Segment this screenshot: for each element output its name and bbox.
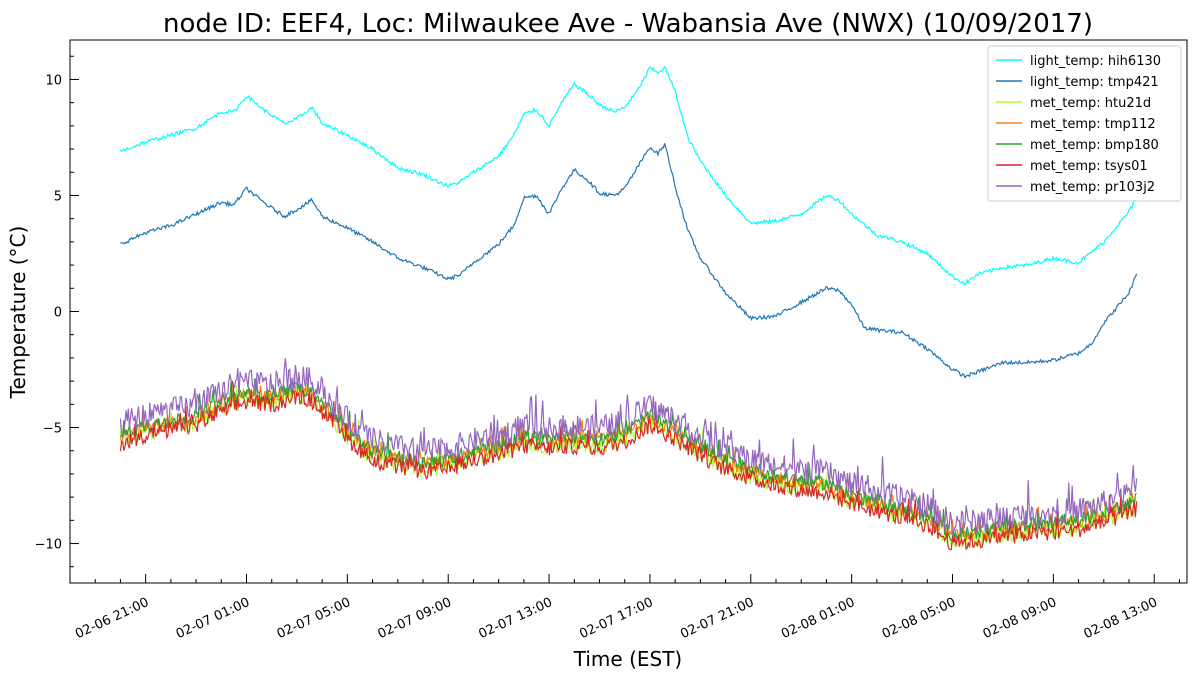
y-axis: −10 −5 0 5 10 <box>35 55 79 568</box>
legend-entry: met_temp: htu21d <box>1030 96 1151 111</box>
x-tick-label: 02-08 09:00 <box>981 595 1059 642</box>
x-tick-label: 02-07 13:00 <box>476 595 554 642</box>
plot-frame <box>69 39 1188 584</box>
x-tick-label: 02-07 01:00 <box>174 595 252 642</box>
y-tick-label: 0 <box>54 306 62 321</box>
x-axis: 02-06 21:00 02-07 01:00 02-07 05:00 02-07 0… <box>69 574 1180 642</box>
chart-title: node ID: EEF4, Loc: Milwaukee Ave - Waba… <box>163 9 1093 39</box>
series-line-1 <box>120 143 1138 379</box>
series-line-4 <box>120 378 1137 542</box>
series-line-6 <box>119 358 1138 537</box>
legend-entry: met_temp: tmp112 <box>1030 117 1156 132</box>
y-tick-label: 10 <box>45 73 62 88</box>
series-line-0 <box>119 65 1138 286</box>
y-tick-label: 5 <box>54 189 62 204</box>
x-tick-label: 02-07 17:00 <box>577 595 655 642</box>
x-tick-label: 02-08 05:00 <box>880 595 958 642</box>
legend-box <box>987 45 1182 202</box>
y-axis-label: Temperature (°C) <box>6 226 30 400</box>
x-tick-label: 02-07 05:00 <box>275 595 353 642</box>
x-tick-label: 02-08 13:00 <box>1082 595 1160 642</box>
legend-entry: met_temp: pr103j2 <box>1030 180 1155 195</box>
x-tick-label: 02-07 09:00 <box>376 595 454 642</box>
y-tick-label: −10 <box>35 538 62 553</box>
x-tick-label: 02-08 01:00 <box>779 595 857 642</box>
x-tick-label: 02-07 21:00 <box>678 595 756 642</box>
legend-entry: met_temp: bmp180 <box>1030 138 1159 153</box>
legend-entry: met_temp: tsys01 <box>1030 159 1148 174</box>
legend-entry: light_temp: tmp421 <box>1030 75 1159 90</box>
plot-area <box>119 65 1138 551</box>
series-line-5 <box>119 380 1138 551</box>
x-tick-label: 02-06 21:00 <box>73 595 151 642</box>
x-axis-label: Time (EST) <box>573 647 682 671</box>
legend-entry: light_temp: hih6130 <box>1030 54 1161 69</box>
legend: light_temp: hih6130 light_temp: tmp421 met… <box>987 45 1182 202</box>
y-tick-label: −5 <box>43 422 62 437</box>
